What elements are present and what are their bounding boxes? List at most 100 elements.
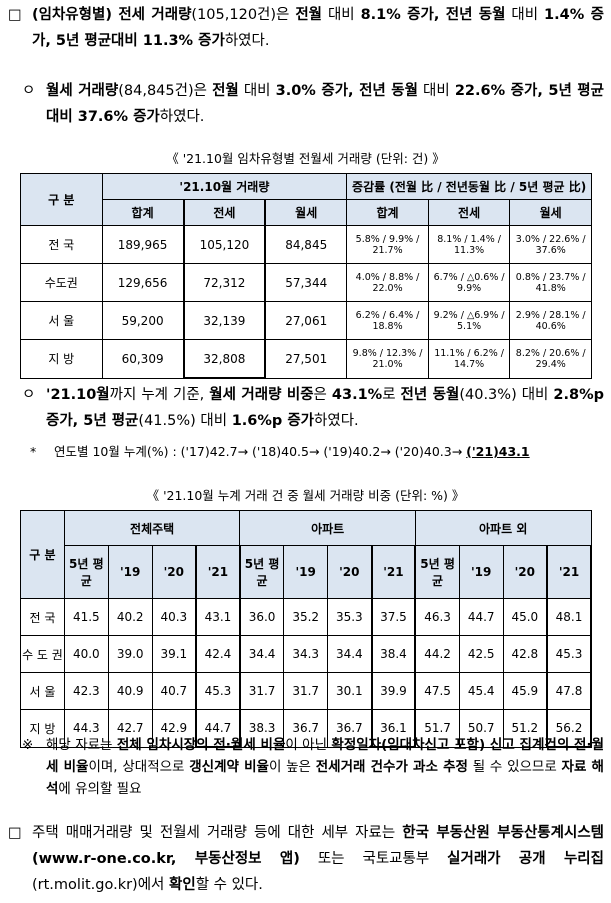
- table-cell: 45.4: [458, 672, 504, 710]
- table-body: 전 국 189,965 105,120 84,845 5.8% / 9.9% / 21.…: [20, 225, 592, 379]
- header-cell: '19: [283, 545, 329, 599]
- text-run: 대비: [238, 83, 276, 99]
- text-run: 월세 거래량 비중: [209, 387, 314, 403]
- text-run: 할 수 있다.: [195, 877, 263, 893]
- header-cell: 월세: [509, 199, 592, 226]
- text-run: 자료 해석: [46, 759, 604, 797]
- header-cell: 전세: [182, 199, 267, 226]
- table-cell: 42.9: [151, 709, 197, 748]
- table-cell: 0.8% / 23.7% / 41.8%: [509, 263, 592, 302]
- table-cell: 40.9: [107, 672, 153, 710]
- table-cell: 47.5: [414, 672, 460, 710]
- paragraph-body: 연도별 10월 누계(%) : ('17)42.7→ ('18)40.5→ ('…: [54, 442, 600, 462]
- table-cell: 34.3: [283, 635, 329, 673]
- text-run: (임차유형별) 전세 거래량: [32, 7, 192, 23]
- header-cell: 5년 평균: [63, 545, 109, 599]
- header-cell: '21: [195, 545, 241, 599]
- table-cell: 72,312: [182, 263, 267, 302]
- header-cell: '21: [370, 545, 417, 599]
- text-run: 이 아닌: [285, 737, 332, 753]
- table-cell: 105,120: [182, 225, 267, 264]
- text-run: 8.1% 증가, 전년 동월: [360, 7, 506, 23]
- table-cell: 47.8: [546, 672, 592, 710]
- table-cell: 42.5: [458, 635, 504, 673]
- text-run: 은: [313, 387, 332, 403]
- table-cell: 50.7: [458, 709, 504, 748]
- table-cell: 44.2: [414, 635, 460, 673]
- table-row: 서 울 59,200 32,139 27,061 6.2% / 6.4% / 18.8%…: [20, 301, 592, 340]
- table-cell: 27,061: [264, 301, 348, 340]
- table-cell: 32,139: [182, 301, 267, 340]
- text-run: 확인: [169, 877, 196, 893]
- table-row: 전 국 41.5 40.2 40.3 43.1 36.0 35.2 35.3 37.5 46.3 4…: [20, 598, 592, 636]
- table-cell: 34.4: [239, 635, 285, 673]
- table-title: 《 '21.10월 누계 거래 건 중 월세 거래량 비중 (단위: %) 》: [146, 488, 465, 503]
- paragraph: □ 주택 매매거래량 및 전월세 거래량 등에 대한 세부 자료는 한국 부동산원…: [8, 820, 604, 898]
- table-row: 수 도 권 40.0 39.0 39.1 42.4 34.4 34.3 34.4 38.4 44.…: [20, 635, 592, 673]
- table-cell: 6.2% / 6.4% / 18.8%: [346, 301, 429, 340]
- table-cell: 35.2: [283, 598, 329, 636]
- header-cell: 합계: [101, 199, 185, 226]
- table-cell: 42.3: [63, 672, 109, 710]
- table-cell: 30.1: [327, 672, 372, 710]
- text-run: (41.5%) 대비: [138, 413, 232, 429]
- table: 구 분 '21.10월 거래량 증감률 (전월 比 / 전년동월 比 / 5년 평균…: [20, 173, 592, 379]
- table-cell: 3.0% / 22.6% / 37.6%: [509, 225, 592, 264]
- header-cell: 5년 평균: [239, 545, 285, 599]
- table-cell: 84,845: [264, 225, 348, 264]
- bullet: ㅇ: [22, 83, 36, 99]
- table-cell: 36.0: [239, 598, 285, 636]
- text-run: 해당 자료는: [46, 737, 117, 753]
- text-run: 43.1%: [331, 387, 383, 403]
- bullet: □: [8, 7, 22, 23]
- table-header: 구 분 전체주택 아파트 아파트 외 5년 평균 '19'20'21 5년 평균 '19'20…: [20, 510, 592, 599]
- table-cell: 38.3: [239, 709, 285, 748]
- text-run: 전세거래 건수가 과소 추정: [315, 759, 468, 775]
- text-run: 이 높은: [268, 759, 316, 775]
- table-cell: 42.8: [502, 635, 548, 673]
- table-cell: 40.3: [151, 598, 197, 636]
- table-cell: 44.7: [458, 598, 504, 636]
- paragraph-body: '21.10월까지 누계 기준, 월세 거래량 비중은 43.1%로 전년 동월…: [46, 382, 604, 434]
- header-row: 구 분 '21.10월 거래량 증감률 (전월 比 / 전년동월 比 / 5년 평균…: [20, 173, 592, 226]
- table-body: 전 국 41.5 40.2 40.3 43.1 36.0 35.2 35.3 37.5 46.3 4…: [20, 598, 592, 748]
- text-run: (84,845건)은: [118, 83, 213, 99]
- table-cell: 5.8% / 9.9% / 21.7%: [346, 225, 429, 264]
- table-cell: 60,309: [101, 339, 185, 379]
- table-cell: 45.3: [195, 672, 241, 710]
- table-cell: 129,656: [101, 263, 185, 302]
- table-cell: 51.7: [414, 709, 460, 748]
- header-cell: 아파트: [239, 510, 416, 546]
- header-cell: '20: [327, 545, 372, 599]
- table-row: 수도권 129,656 72,312 57,344 4.0% / 8.8% / 22.0…: [20, 263, 592, 302]
- text-run: 연도별 10월 누계(%) : ('17)42.7→ ('18)40.5→ ('…: [54, 444, 467, 459]
- text-run: 22.6% 증가, 5년 평균 대비 37.6% 증가: [46, 83, 604, 125]
- header-cell: 합계: [346, 199, 429, 226]
- text-run: 갱신계약 비율: [189, 759, 269, 775]
- table-cell: 44.7: [195, 709, 241, 748]
- text-run: 전년 동월: [400, 387, 460, 403]
- table-cell: 37.5: [370, 598, 417, 636]
- row-label: 전 국: [20, 598, 65, 636]
- table-cell: 2.9% / 28.1% / 40.6%: [509, 301, 592, 340]
- header-cell: '21.10월 거래량: [101, 173, 348, 200]
- text-run: 될 수 있으므로: [467, 759, 562, 775]
- paragraph: □ (임차유형별) 전세 거래량(105,120건)은 전월 대비 8.1% 증가…: [8, 2, 604, 54]
- table-cell: 44.3: [63, 709, 109, 748]
- text-run: (105,120건)은: [191, 7, 296, 23]
- table-cell: 4.0% / 8.8% / 22.0%: [346, 263, 429, 302]
- table-header: 구 분 '21.10월 거래량 증감률 (전월 比 / 전년동월 比 / 5년 평균…: [20, 173, 592, 226]
- row-label: 전 국: [20, 225, 103, 264]
- text-run: 에 유의할 필요: [58, 781, 142, 797]
- text-run: '21.10월: [46, 387, 110, 403]
- table-cell: 8.2% / 20.6% / 29.4%: [509, 339, 592, 379]
- text-run: 2.8%p 증가, 5년 평균: [46, 387, 604, 429]
- header-row: 합계 전세 월세 합계 전세 월세: [21, 199, 592, 226]
- header-cell: 증감률 (전월 比 / 전년동월 比 / 5년 평균 比): [346, 173, 592, 200]
- table-cell: 42.4: [195, 635, 241, 673]
- table-row: 서 울 42.3 40.9 40.7 45.3 31.7 31.7 30.1 39.9 47.5 4…: [20, 672, 592, 710]
- table-title: 《 '21.10월 임차유형별 전월세 거래량 (단위: 건) 》: [166, 151, 445, 166]
- text-run: 하였다.: [159, 109, 205, 125]
- table-cell: 40.0: [63, 635, 109, 673]
- table-cell: 39.0: [107, 635, 153, 673]
